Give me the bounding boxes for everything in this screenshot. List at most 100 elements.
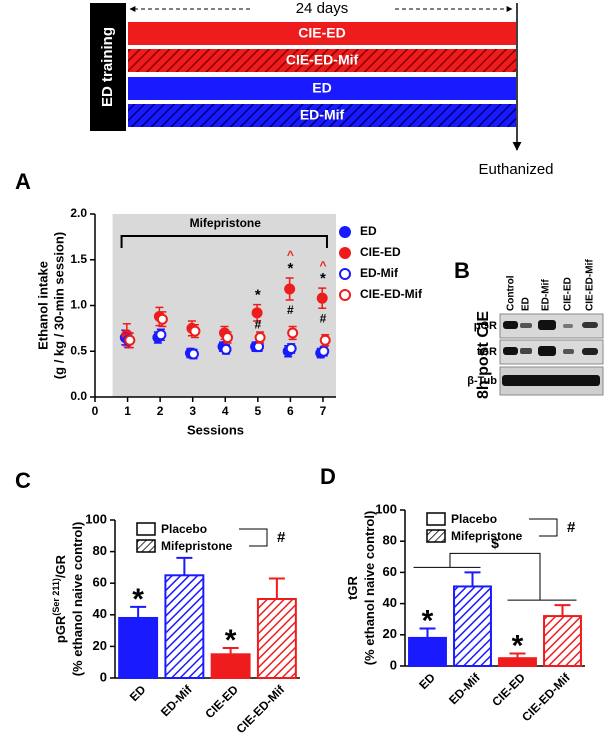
legend-label: ED-Mif (360, 266, 399, 280)
point (189, 325, 201, 337)
x-tick-label: CIE-ED-Mif (233, 682, 287, 736)
row-label: β-Tub (467, 375, 497, 387)
point (155, 329, 167, 341)
group-label: ED-Mif (300, 107, 345, 123)
bar-label: * (422, 604, 434, 637)
annotation: * (320, 270, 326, 287)
error-bar (419, 627, 436, 638)
y-axis-label: Ethanol intake (35, 261, 50, 350)
legend-bracket (239, 528, 268, 547)
x-tick-label: CIE-ED (202, 682, 241, 721)
point (220, 343, 232, 355)
bar-label: * (225, 624, 237, 657)
significance-bracket (413, 552, 577, 601)
point (254, 332, 266, 344)
annotation: * (255, 287, 261, 304)
error-bar (554, 604, 571, 617)
y-axis-label: (% ethanol naive control) (70, 522, 85, 677)
panel-letter: A (15, 169, 31, 194)
shade-label: Mifepristone (190, 216, 262, 230)
x-tick-label: 7 (320, 404, 327, 418)
y-axis-label: (% ethanol naive control) (362, 511, 377, 666)
legend-label: Mifepristone (451, 529, 523, 543)
y-tick-label: 100 (85, 511, 107, 526)
bar (256, 598, 297, 679)
y-axis-label-part: /GR (53, 554, 68, 578)
legend-note: # (277, 529, 286, 546)
x-tick-label: CIE-ED-Mif (519, 670, 573, 724)
y-tick-label: 20 (383, 626, 397, 641)
lane-label: ED-Mif (541, 279, 552, 311)
x-tick-label: 3 (189, 404, 196, 418)
annotation: # (287, 303, 294, 317)
annotation: * (287, 260, 293, 277)
legend-swatch (136, 522, 156, 536)
point (285, 343, 297, 355)
point (287, 327, 299, 339)
error-bar (464, 571, 481, 587)
y-tick-label: 80 (93, 543, 107, 558)
point (284, 283, 296, 295)
y-axis-label-part: tGR (345, 575, 360, 599)
y-axis-label-part: pGR (53, 615, 68, 643)
legend-marker (339, 226, 351, 238)
x-tick-label: ED (416, 670, 438, 692)
lane-label: CIE-ED-Mif (585, 259, 596, 311)
group-bar (128, 104, 516, 127)
endpoint-label: Euthanized (478, 161, 553, 178)
y-tick-label: 1.0 (70, 298, 87, 312)
x-tick-label: 2 (157, 404, 164, 418)
legend-note: # (567, 519, 576, 536)
y-tick-label: 0 (100, 669, 107, 684)
bar (408, 636, 447, 667)
legend-bracket (529, 518, 558, 537)
x-tick-label: 4 (222, 404, 229, 418)
group-label: CIE-ED-Mif (286, 52, 359, 68)
bar (498, 657, 537, 668)
panel-letter: B (454, 258, 470, 283)
bar (543, 615, 582, 668)
x-tick-label: ED-Mif (158, 682, 195, 719)
shaded-region (112, 214, 336, 397)
y-tick-label: 1.5 (70, 252, 87, 266)
x-tick-label: 1 (124, 404, 131, 418)
x-tick-label: 5 (254, 404, 261, 418)
lane-label: ED (521, 297, 532, 311)
point (318, 345, 330, 357)
x-tick-label: 0 (92, 404, 99, 418)
group-bar (128, 77, 516, 100)
bar-label: * (132, 583, 144, 616)
shade-bracket (120, 235, 328, 248)
legend-label: CIE-ED-Mif (360, 287, 423, 301)
blot-bands (502, 320, 600, 386)
legend-marker (339, 268, 351, 280)
y-axis-label: (g / kg / 30-min session) (51, 232, 66, 379)
y-tick-label: 20 (93, 638, 107, 653)
phase-box (90, 3, 126, 131)
legend-label: Mifepristone (161, 539, 233, 553)
bar (164, 574, 205, 679)
legend-label: Placebo (451, 512, 497, 526)
error-bar (222, 646, 239, 655)
group-label: ED (312, 80, 331, 96)
bar-label: * (512, 629, 524, 662)
y-tick-label: 40 (93, 606, 107, 621)
x-tick-label: ED-Mif (446, 670, 483, 707)
y-axis-label: tGR (345, 575, 360, 599)
blot: B 8h post CIE (454, 258, 604, 399)
point (316, 292, 328, 304)
significance-label: $ (491, 535, 499, 551)
y-tick-label: 60 (93, 575, 107, 590)
bar (453, 585, 492, 667)
y-tick-label: 2.0 (70, 206, 87, 220)
point (156, 313, 168, 325)
error-bar (268, 577, 285, 599)
legend-label: CIE-ED (360, 245, 401, 259)
annotation: # (254, 317, 261, 331)
point (124, 334, 136, 346)
y-axis-label-part: (% ethanol naive control) (70, 522, 85, 677)
y-axis-label-part: (Ser 211) (51, 578, 61, 616)
legend-swatch (426, 512, 446, 526)
legend-marker (339, 289, 351, 301)
